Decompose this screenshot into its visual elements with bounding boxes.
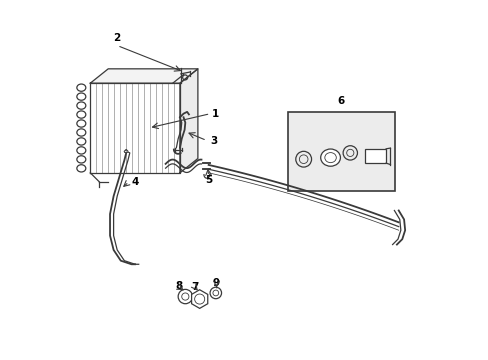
Ellipse shape	[77, 120, 85, 127]
Ellipse shape	[77, 102, 85, 109]
Text: 6: 6	[337, 96, 344, 106]
Bar	[364, 149, 386, 163]
Text: 2: 2	[113, 33, 121, 43]
Polygon shape	[191, 290, 207, 309]
Text: 3: 3	[210, 136, 217, 145]
Text: 4: 4	[131, 177, 139, 187]
Text: 7: 7	[191, 282, 198, 292]
Polygon shape	[90, 69, 198, 83]
Ellipse shape	[77, 129, 85, 136]
Text: 1: 1	[212, 109, 219, 119]
Ellipse shape	[77, 111, 85, 118]
Ellipse shape	[77, 156, 85, 163]
Ellipse shape	[77, 138, 85, 145]
Ellipse shape	[320, 149, 340, 166]
Polygon shape	[180, 69, 198, 173]
Ellipse shape	[77, 147, 85, 154]
Ellipse shape	[77, 84, 85, 91]
Ellipse shape	[77, 93, 85, 100]
Text: 9: 9	[212, 278, 219, 288]
Text: 5: 5	[204, 175, 212, 185]
Bar	[287, 112, 394, 191]
Ellipse shape	[324, 153, 336, 163]
Text: 8: 8	[175, 281, 183, 291]
Ellipse shape	[77, 165, 85, 172]
